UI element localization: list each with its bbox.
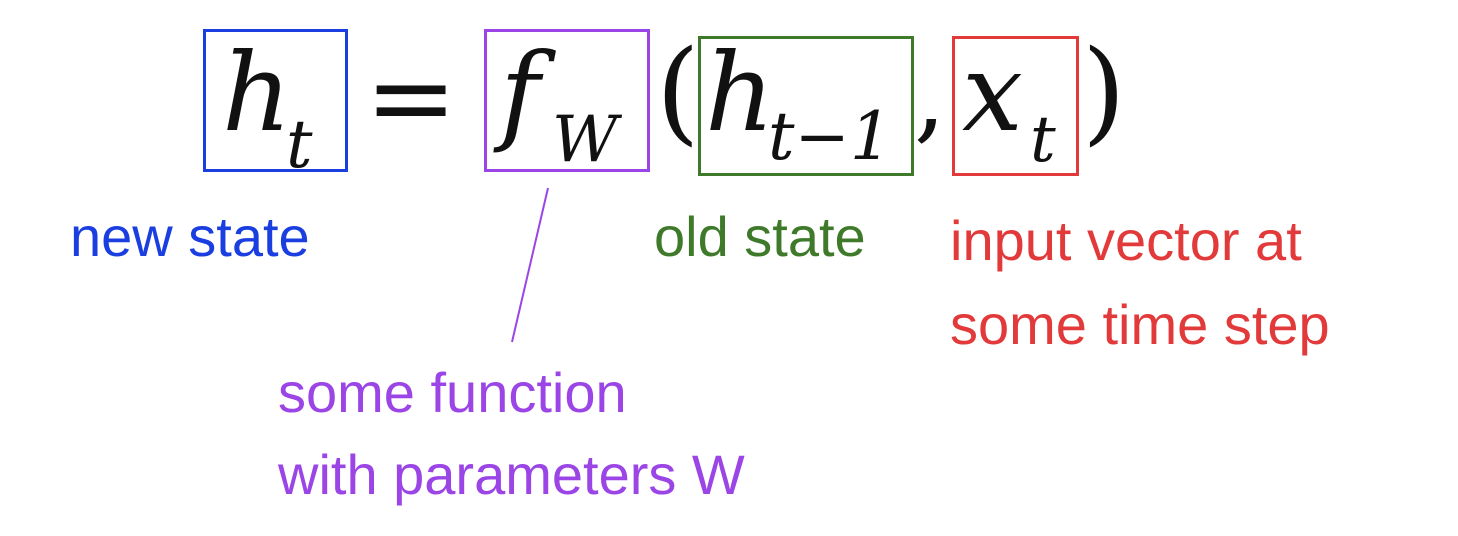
function-label-line1: some function (278, 361, 627, 424)
equals-sign: = (365, 33, 458, 161)
lhs-symbol: h (222, 31, 292, 156)
lhs-subscript: t (286, 106, 313, 183)
close-paren: ) (1082, 27, 1126, 157)
old-state-box (698, 36, 914, 176)
arg2-subscript: t (1030, 103, 1056, 177)
function-subscript: W (552, 103, 618, 177)
old-state-label: old state (654, 205, 866, 268)
comma: , (914, 37, 946, 154)
open-paren: ( (656, 27, 700, 157)
arg1-subscript: t−1 (768, 98, 892, 175)
input-box (952, 36, 1079, 176)
function-symbol: f (500, 31, 540, 156)
arg2-symbol: x (962, 31, 1023, 156)
input-label-line2: some time step (950, 293, 1330, 356)
arg1-symbol: h (705, 31, 775, 156)
function-box (484, 29, 650, 172)
new-state-label: new state (70, 205, 310, 268)
new-state-box (203, 29, 348, 172)
function-label-line2: with parameters W (278, 443, 745, 506)
input-label-line1: input vector at (950, 209, 1302, 272)
